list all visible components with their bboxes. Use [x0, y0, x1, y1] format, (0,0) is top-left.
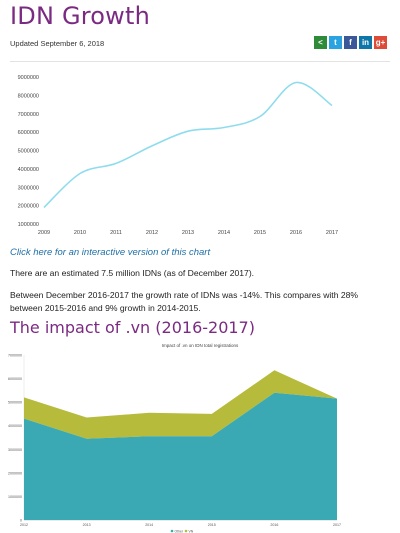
y-tick-label: 3000000 — [18, 185, 39, 191]
linkedin-icon[interactable]: in — [359, 36, 372, 49]
y-tick-label: 5000000 — [18, 149, 39, 155]
legend-label: Other — [175, 529, 184, 533]
growth-rate-paragraph: Between December 2016-2017 the growth ra… — [10, 290, 359, 313]
x-tick-label: 2014 — [218, 230, 230, 236]
y-tick-label: 1000000 — [18, 222, 39, 228]
y-tick-label: 0 — [20, 519, 22, 523]
x-tick-label: 2017 — [326, 230, 338, 236]
x-tick-label: 2013 — [83, 523, 91, 527]
x-tick-label: 2011 — [110, 230, 122, 236]
google-plus-icon[interactable]: g+ — [374, 36, 387, 49]
y-tick-label: 7000000 — [18, 112, 39, 118]
share-icon[interactable]: < — [314, 36, 327, 49]
y-tick-label: 5000000 — [8, 401, 22, 405]
share-bar: < t f in g+ — [314, 36, 387, 49]
y-tick-label: 2000000 — [18, 204, 39, 210]
x-tick-label: 2009 — [38, 230, 50, 236]
twitter-icon[interactable]: t — [329, 36, 342, 49]
legend-marker — [184, 529, 188, 533]
area-vn — [24, 370, 337, 439]
section-title: The impact of .vn (2016-2017) — [10, 318, 255, 337]
y-tick-label: 3000000 — [8, 448, 22, 452]
idn-growth-chart: 1000000 2000000 3000000 4000000 5000000 60000… — [18, 75, 339, 236]
x-tick-label: 2015 — [208, 523, 216, 527]
y-tick-label: 9000000 — [18, 75, 39, 81]
x-tick-label: 2016 — [270, 523, 278, 527]
y-tick-label: 1000000 — [8, 495, 22, 499]
x-tick-label: 2010 — [74, 230, 86, 236]
y-tick-label: 8000000 — [18, 93, 39, 99]
vn-impact-chart: Impact of .vn on IDN total registrations… — [8, 343, 341, 533]
x-tick-label: 2012 — [146, 230, 158, 236]
x-tick-label: 2013 — [182, 230, 194, 236]
updated-date: Updated September 6, 2018 — [10, 39, 105, 48]
x-tick-label: 2012 — [20, 523, 28, 527]
y-tick-label: 4000000 — [8, 424, 22, 428]
area-other — [24, 392, 337, 520]
series-line — [43, 81, 333, 209]
y-tick-label: 6000000 — [8, 377, 22, 381]
legend-label: VN — [189, 529, 194, 533]
x-tick-label: 2015 — [254, 230, 266, 236]
legend-marker — [170, 529, 174, 533]
page-title: IDN Growth — [10, 2, 151, 30]
x-tick-label: 2016 — [290, 230, 302, 236]
y-tick-label: 7000000 — [8, 354, 22, 358]
facebook-icon[interactable]: f — [344, 36, 357, 49]
y-tick-label: 2000000 — [8, 471, 22, 475]
x-tick-label: 2017 — [333, 523, 341, 527]
estimate-paragraph: There are an estimated 7.5 million IDNs … — [10, 268, 255, 278]
chart-title: Impact of .vn on IDN total registrations — [162, 343, 239, 348]
y-tick-label: 6000000 — [18, 130, 39, 136]
x-tick-label: 2014 — [145, 523, 153, 527]
divider — [10, 61, 390, 62]
y-tick-label: 4000000 — [18, 167, 39, 173]
interactive-chart-link[interactable]: Click here for an interactive version of… — [10, 247, 211, 258]
